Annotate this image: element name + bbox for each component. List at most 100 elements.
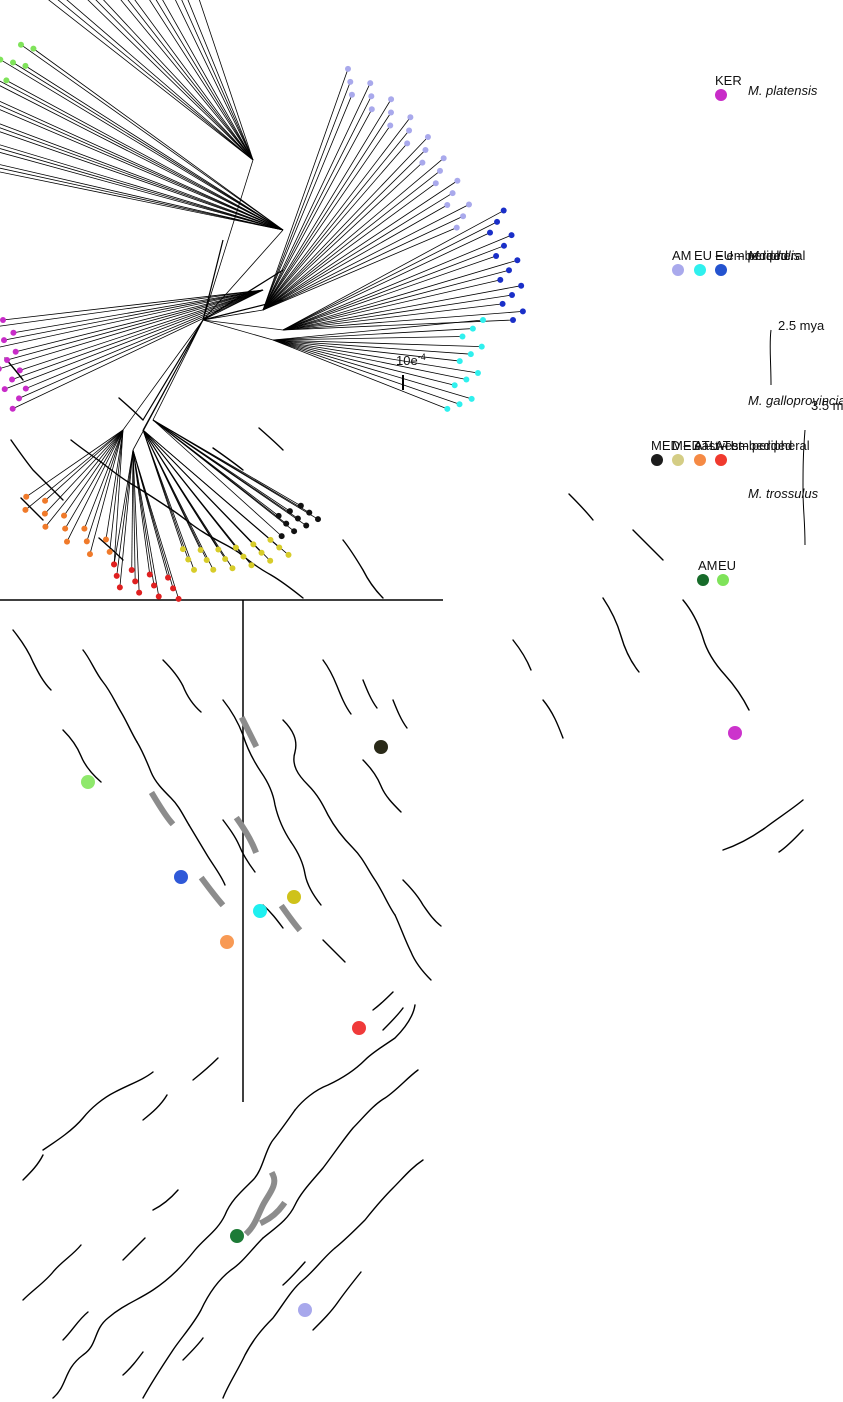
tree-branch — [282, 232, 491, 331]
tree-tip — [487, 229, 494, 236]
tree-clade — [0, 289, 264, 412]
tree-tip — [444, 405, 451, 412]
tree-branch — [40, 0, 254, 161]
tree-branch — [142, 429, 184, 550]
tree-branch — [282, 319, 514, 331]
tree-branch — [262, 112, 392, 311]
southern-coastline — [4, 357, 384, 599]
tree-tip — [303, 522, 310, 529]
tree-tip — [86, 551, 93, 558]
tree-branch — [25, 65, 284, 231]
tree-branch — [0, 113, 284, 231]
tree-tip — [286, 508, 293, 515]
tree-branch — [272, 339, 448, 410]
legend-label-gallo-med-west: MED – west — [672, 438, 742, 453]
legend-label-edulis-eu-peripheral: EU – peripheral — [715, 248, 805, 263]
tree-tip — [278, 533, 285, 540]
site-trossulus-am — [230, 1229, 244, 1243]
legend-label-gallo-med-east: MED – east — [651, 438, 719, 453]
tree-tip — [22, 506, 29, 513]
tree-tip — [407, 114, 414, 121]
legend-dot-edulis-eu-peripheral — [715, 264, 727, 276]
tree-tip — [136, 589, 143, 596]
tree-branch — [0, 95, 284, 231]
tree-tip — [30, 45, 37, 52]
tree-branch — [108, 0, 254, 161]
tree-branch — [25, 429, 124, 498]
tree-branch — [0, 59, 284, 231]
tree-branch — [272, 339, 455, 386]
tree-tip — [347, 78, 354, 85]
tree-branch — [0, 132, 284, 231]
tree-branch — [262, 68, 349, 311]
tree-tip — [387, 109, 394, 116]
tree-branch — [282, 303, 503, 331]
tree-tip — [240, 553, 247, 560]
tree-tip — [250, 541, 257, 548]
tree-branch — [142, 429, 219, 550]
tree-branch — [105, 429, 124, 540]
tree-branch — [262, 182, 437, 311]
tree-tip — [508, 232, 515, 239]
tree-tip — [9, 405, 16, 412]
tree-tip — [128, 567, 135, 574]
species-trossulus: M. trossulus — [748, 486, 819, 501]
tree-tip — [111, 561, 118, 568]
tree-branch — [0, 75, 284, 231]
tree-branch — [45, 429, 124, 528]
tree-tip — [494, 218, 501, 225]
tree-tip — [185, 556, 192, 563]
tree-branch — [0, 93, 284, 231]
legend-dot-edulis-am — [672, 264, 684, 276]
species-galloprovincialis: M. galloprovincialis — [748, 393, 843, 408]
tree-branch — [272, 339, 460, 362]
tree-tip — [102, 536, 109, 543]
tree-tip — [106, 548, 113, 555]
tree-tip — [215, 546, 222, 553]
tree-branch — [116, 449, 134, 576]
legend-dot-gallo-atl-embedded — [694, 454, 706, 466]
europe-coastline — [12, 629, 442, 981]
clade-stem — [202, 229, 284, 321]
tree-branch — [262, 96, 372, 311]
tree-branch — [18, 289, 264, 399]
tree-branch — [262, 136, 429, 311]
tree-branch — [262, 204, 448, 311]
tree-branch — [23, 0, 254, 161]
tree-branch — [152, 419, 302, 507]
tree-branch — [6, 289, 264, 361]
tree-branch — [4, 289, 264, 390]
tree-branch — [152, 419, 282, 537]
tree-tip — [41, 510, 48, 517]
tree-branch — [0, 112, 284, 231]
tree-clade — [152, 319, 321, 540]
tree-branch — [282, 259, 518, 331]
legend-label-gallo-atl-embedded: ATL – embedded — [694, 438, 792, 453]
southern-ocean-coastline — [512, 493, 804, 853]
tree-tip — [17, 41, 24, 48]
tree-branch — [20, 44, 284, 231]
tree-branch — [55, 0, 254, 161]
backbone-edge — [142, 319, 204, 421]
tree-branch — [0, 0, 254, 161]
tree-tip — [449, 190, 456, 197]
tree-tip — [437, 167, 444, 174]
tree-branch — [6, 79, 284, 231]
tree-branch — [132, 449, 151, 575]
tree-branch — [13, 289, 264, 334]
tree-branch — [272, 339, 479, 374]
tree-tip — [23, 493, 30, 500]
tree-tip — [315, 516, 321, 523]
legend-label-platensis-ker: KER — [715, 73, 742, 88]
tree-branch — [0, 94, 284, 231]
tree-branch — [272, 339, 460, 405]
tree-tip — [179, 546, 186, 553]
tree-tip — [500, 207, 507, 214]
tree-branch — [262, 180, 458, 311]
tree-tip — [519, 308, 526, 315]
tree-branch — [262, 82, 371, 311]
tree-branch — [132, 449, 155, 586]
site-platensis-ker — [728, 726, 742, 740]
legend-dot-trossulus-eu — [717, 574, 729, 586]
tree-branch — [19, 289, 264, 371]
